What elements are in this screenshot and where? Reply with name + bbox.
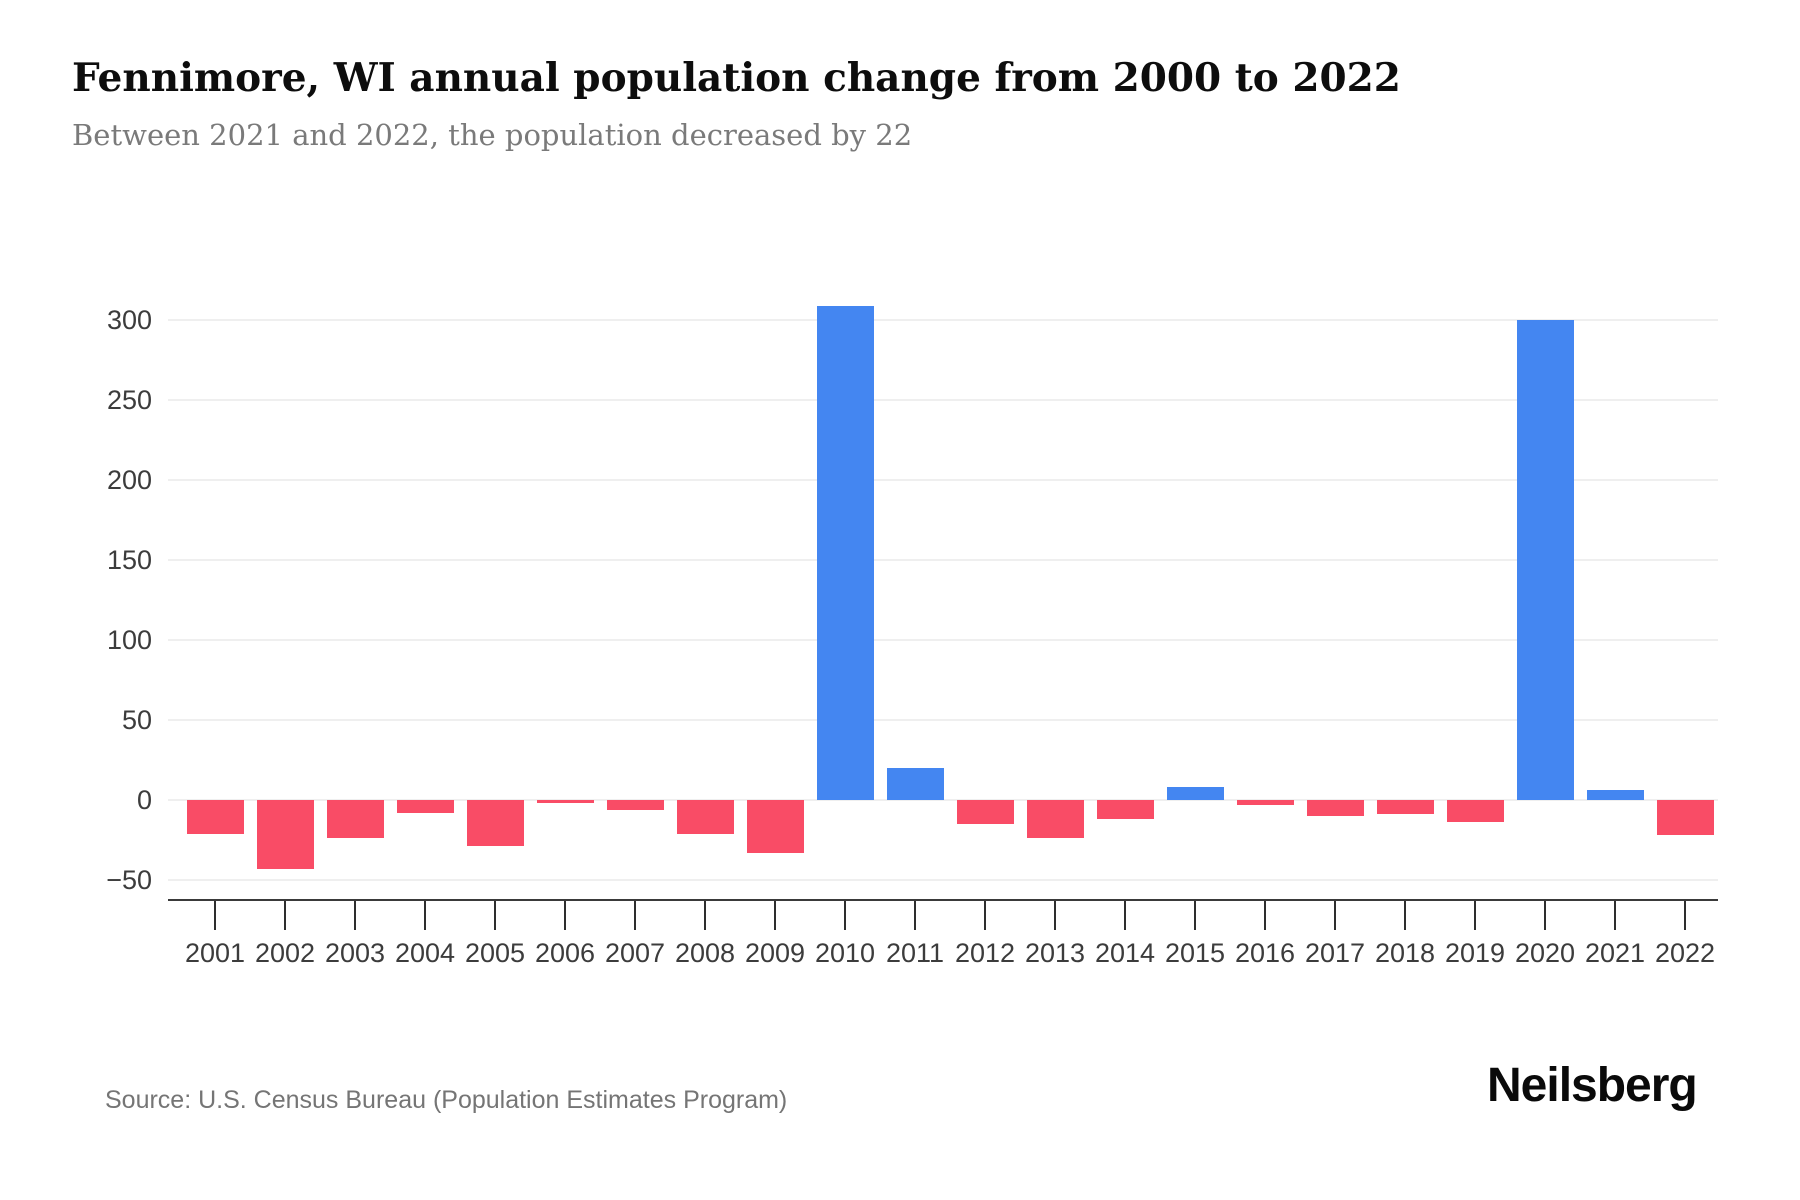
y-axis-label-200: 200	[106, 465, 152, 495]
x-tick-2021	[1614, 899, 1616, 930]
y-axis-label-0: 0	[136, 785, 152, 815]
y-axis-label-300: 300	[106, 305, 152, 335]
x-tick-2019	[1474, 899, 1476, 930]
x-tick-2018	[1404, 899, 1406, 930]
gridline-150	[168, 559, 1718, 561]
bar-2013[interactable]	[1026, 800, 1084, 839]
x-axis-label-2002: 2002	[254, 938, 316, 968]
x-axis-label-2011: 2011	[885, 938, 945, 968]
x-tick-2020	[1544, 899, 1546, 930]
x-tick-2001	[214, 899, 216, 930]
x-tick-2006	[564, 899, 566, 930]
bar-2002[interactable]	[256, 800, 314, 869]
x-tick-2013	[1054, 899, 1056, 930]
y-axis-label--50: −50	[106, 865, 152, 895]
x-axis-label-2020: 2020	[1514, 938, 1576, 968]
gridline-100	[168, 639, 1718, 641]
bar-2016[interactable]	[1236, 800, 1294, 805]
x-tick-2022	[1684, 899, 1686, 930]
bar-2022[interactable]	[1656, 800, 1714, 836]
bar-2011[interactable]	[886, 768, 944, 800]
x-axis	[168, 899, 1718, 901]
x-tick-2017	[1334, 899, 1336, 930]
x-axis-label-2013: 2013	[1024, 938, 1086, 968]
x-tick-2007	[634, 899, 636, 930]
bar-2006[interactable]	[536, 800, 594, 804]
x-tick-2003	[354, 899, 356, 930]
bar-2015[interactable]	[1166, 787, 1224, 800]
bar-2004[interactable]	[396, 800, 454, 813]
bar-2021[interactable]	[1586, 790, 1644, 800]
x-axis-label-2017: 2017	[1304, 938, 1366, 968]
source-text: Source: U.S. Census Bureau (Population E…	[105, 1086, 788, 1114]
x-axis-label-2014: 2014	[1094, 938, 1156, 968]
y-axis-label-150: 150	[106, 545, 152, 575]
bar-2019[interactable]	[1446, 800, 1504, 823]
bar-2012[interactable]	[956, 800, 1014, 824]
x-tick-2011	[914, 899, 916, 930]
gridline-250	[168, 399, 1718, 401]
y-axis-label-250: 250	[106, 385, 152, 415]
x-tick-2015	[1194, 899, 1196, 930]
x-tick-2008	[704, 899, 706, 930]
bar-2007[interactable]	[606, 800, 664, 810]
x-axis-label-2021: 2021	[1584, 938, 1646, 968]
x-tick-2004	[424, 899, 426, 930]
x-tick-2010	[844, 899, 846, 930]
x-axis-label-2019: 2019	[1444, 938, 1506, 968]
x-axis-label-2005: 2005	[464, 938, 526, 968]
gridline-200	[168, 479, 1718, 481]
x-axis-label-2012: 2012	[954, 938, 1016, 968]
x-tick-2016	[1264, 899, 1266, 930]
x-axis-label-2010: 2010	[814, 938, 876, 968]
x-axis-label-2015: 2015	[1164, 938, 1226, 968]
x-tick-2012	[984, 899, 986, 930]
bar-2009[interactable]	[746, 800, 804, 853]
x-tick-2005	[494, 899, 496, 930]
bar-2020[interactable]	[1516, 320, 1574, 800]
bar-2010[interactable]	[816, 305, 874, 800]
page-subtitle: Between 2021 and 2022, the population de…	[72, 118, 913, 152]
brand-logo: Neilsberg	[1487, 1059, 1698, 1112]
x-axis-label-2003: 2003	[324, 938, 386, 968]
gridline-50	[168, 719, 1718, 721]
gridline-300	[168, 319, 1718, 321]
x-axis-label-2006: 2006	[534, 938, 596, 968]
x-tick-2002	[284, 899, 286, 930]
x-axis-label-2001: 2001	[184, 938, 246, 968]
x-axis-label-2007: 2007	[604, 938, 666, 968]
page-title: Fennimore, WI annual population change f…	[72, 55, 1401, 101]
x-tick-2014	[1124, 899, 1126, 930]
x-axis-label-2009: 2009	[744, 938, 806, 968]
x-axis-label-2022: 2022	[1654, 938, 1716, 968]
x-axis-label-2018: 2018	[1374, 938, 1436, 968]
gridline--50	[168, 879, 1718, 881]
x-axis-label-2016: 2016	[1234, 938, 1296, 968]
bar-2003[interactable]	[326, 800, 384, 839]
x-axis-label-2008: 2008	[674, 938, 736, 968]
y-axis-label-100: 100	[106, 625, 152, 655]
bar-2014[interactable]	[1096, 800, 1154, 820]
gridline-0	[168, 799, 1718, 801]
x-axis-label-2004: 2004	[394, 938, 456, 968]
bar-2017[interactable]	[1306, 800, 1364, 816]
bar-2018[interactable]	[1376, 800, 1434, 815]
bar-2005[interactable]	[466, 800, 524, 847]
bar-2001[interactable]	[186, 800, 244, 834]
bar-2008[interactable]	[676, 800, 734, 834]
x-tick-2009	[774, 899, 776, 930]
y-axis-label-50: 50	[121, 705, 152, 735]
